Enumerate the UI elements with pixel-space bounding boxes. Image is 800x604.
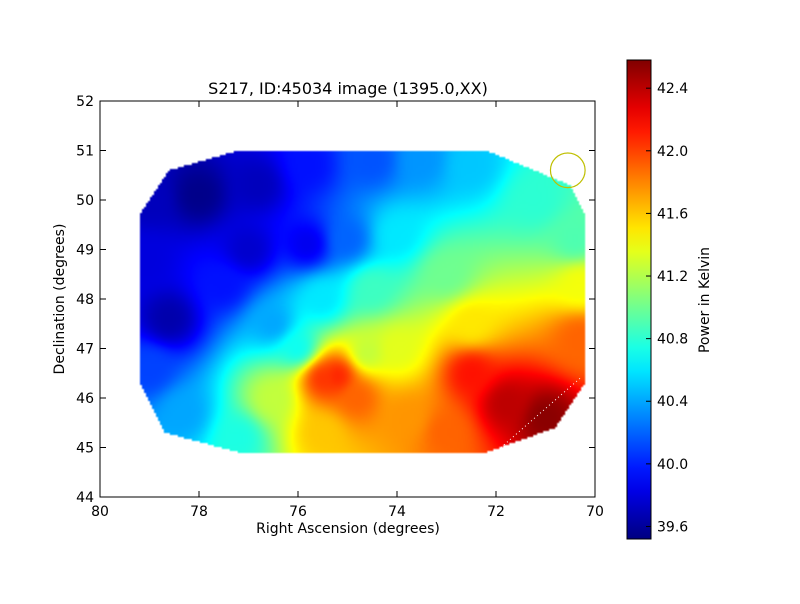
colorbar-label: Power in Kelvin — [697, 247, 713, 353]
y-tick-label: 44 — [76, 490, 94, 506]
y-tick-label: 46 — [76, 391, 94, 407]
y-axis-ticks: 44 45 46 47 48 49 50 51 52 — [76, 94, 595, 506]
colorbar-ticks: 39.6 40.0 40.4 40.8 41.2 41.6 42.0 42.4 — [646, 81, 688, 535]
y-tick-label: 51 — [76, 144, 94, 160]
annotation-dotted-line — [500, 377, 581, 448]
x-tick-label: 76 — [289, 504, 307, 520]
y-tick-label: 52 — [76, 94, 94, 110]
colorbar-tick-label: 40.8 — [657, 332, 688, 348]
colorbar-tick-label: 40.4 — [657, 394, 688, 410]
x-axis-ticks: 80 78 76 74 72 70 — [91, 101, 604, 520]
colorbar-tick-label: 42.4 — [657, 81, 688, 97]
y-tick-label: 48 — [76, 292, 94, 308]
colorbar-tick-label: 41.6 — [657, 206, 688, 222]
x-tick-label: 74 — [388, 504, 406, 520]
x-tick-label: 70 — [586, 504, 604, 520]
x-tick-label: 72 — [487, 504, 505, 520]
colorbar-tick-label: 39.6 — [657, 519, 688, 535]
heatmap-image — [100, 101, 595, 497]
colorbar-tick-label: 42.0 — [657, 144, 688, 160]
annotation-circle — [549, 152, 586, 189]
y-tick-label: 47 — [76, 342, 94, 358]
x-tick-label: 78 — [190, 504, 208, 520]
x-tick-label: 80 — [91, 504, 109, 520]
y-tick-label: 49 — [76, 243, 94, 259]
chart-title: S217, ID:45034 image (1395.0,XX) — [208, 79, 488, 98]
colorbar-tick-label: 40.0 — [657, 457, 688, 473]
colorbar-scale — [626, 59, 652, 540]
y-axis-label: Declination (degrees) — [52, 224, 68, 375]
colorbar-tick-label: 41.2 — [657, 269, 688, 285]
y-tick-label: 50 — [76, 193, 94, 209]
plot-area: 80 78 76 74 72 70 44 45 46 47 48 49 50 51 52 — [76, 94, 604, 520]
colorbar: 39.6 40.0 40.4 40.8 41.2 41.6 42.0 42.4 Power i… — [626, 59, 713, 540]
x-axis-label: Right Ascension (degrees) — [256, 521, 440, 537]
y-tick-label: 45 — [76, 441, 94, 457]
